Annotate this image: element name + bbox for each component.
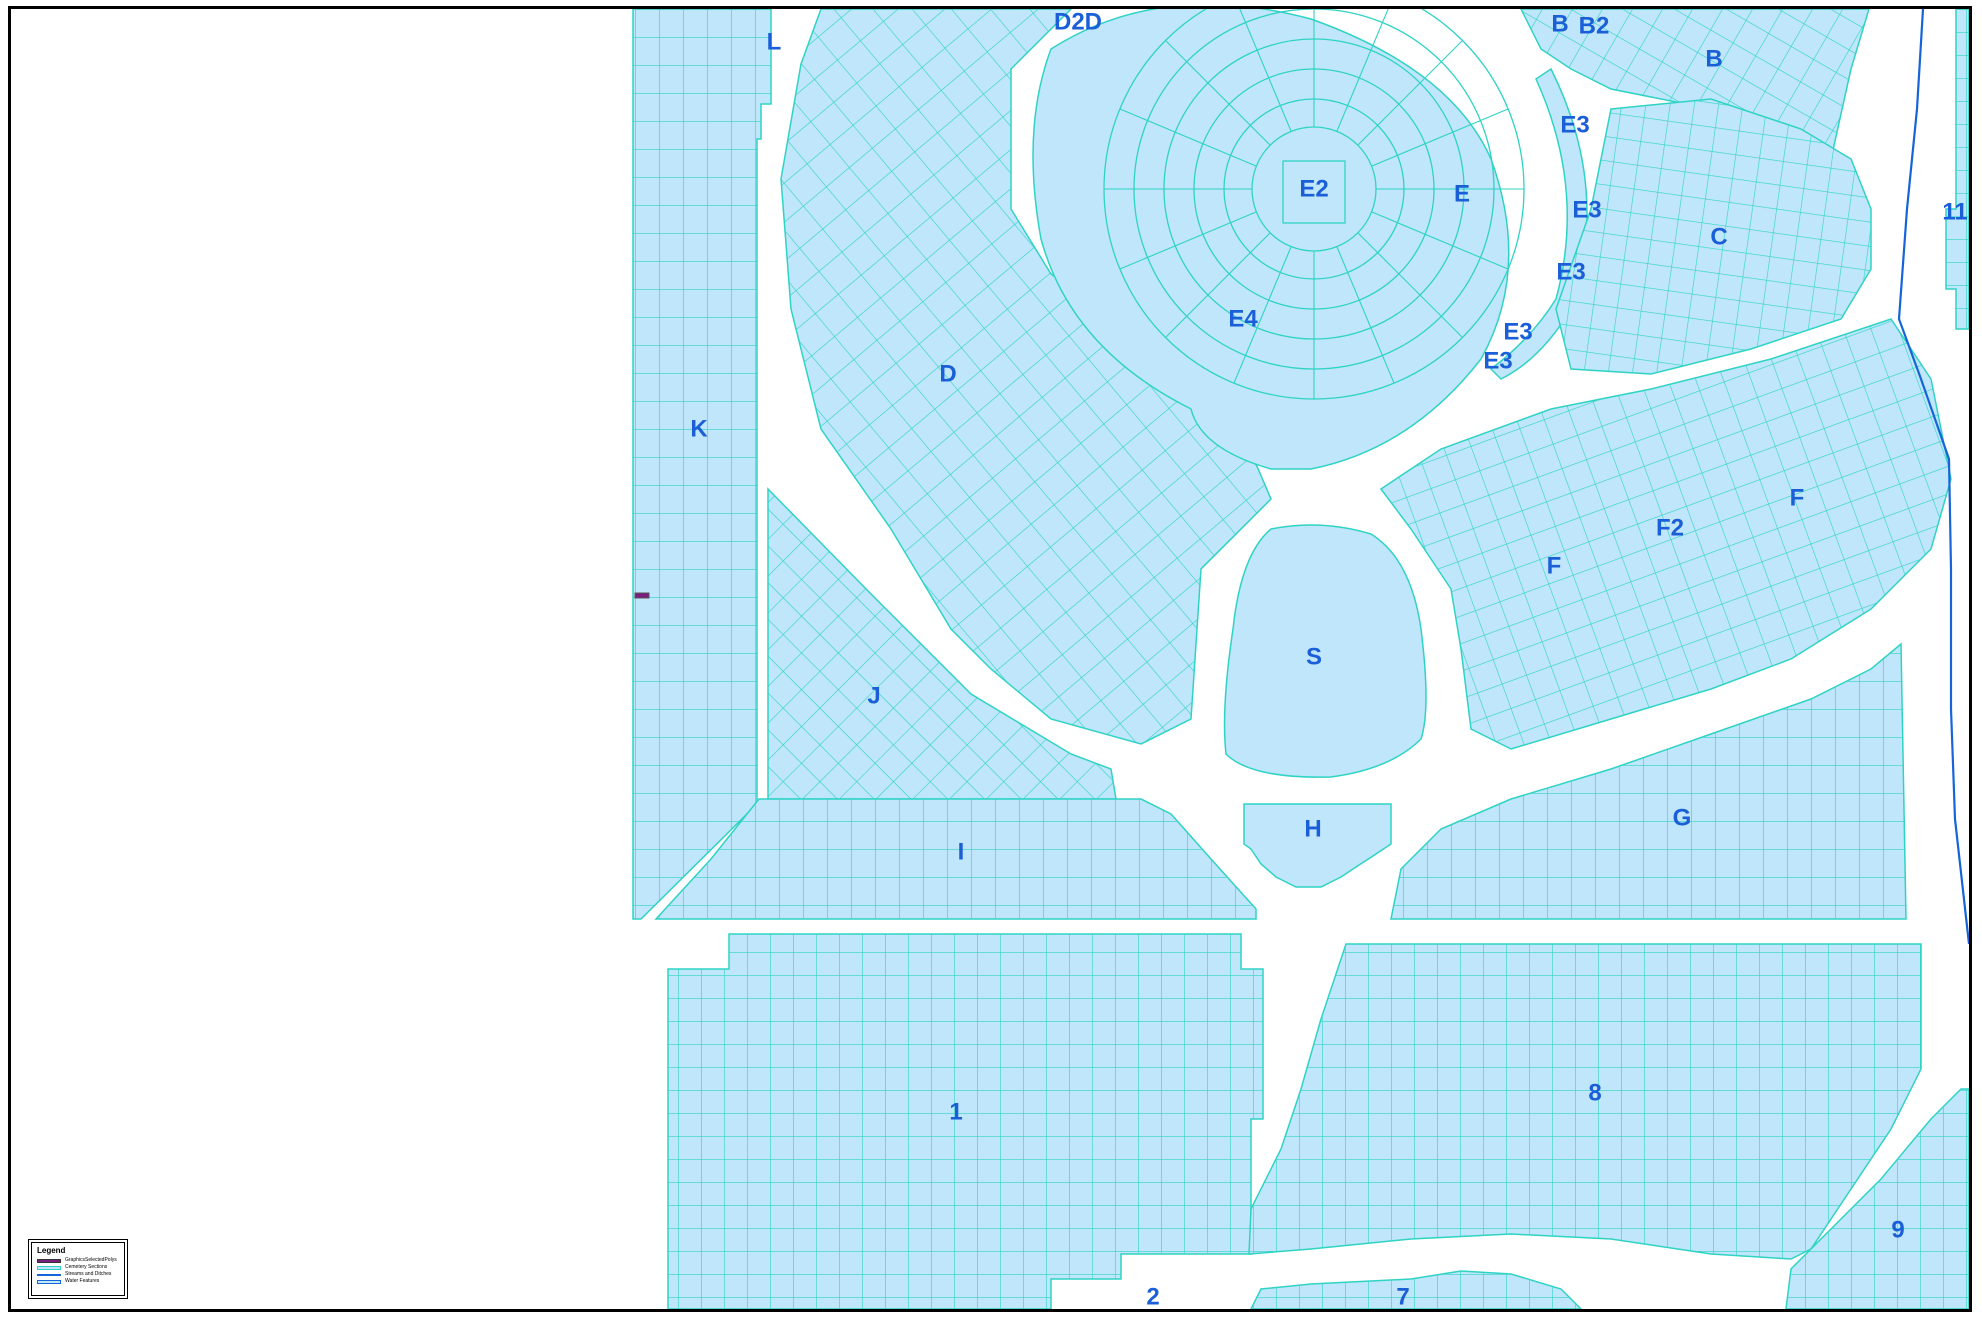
label-9[interactable]: 9 [1891,1216,1904,1243]
map-canvas[interactable]: L D2D B B2 B E3 E2 E E3 11 C E3 E4 E3 E3… [8,6,1972,1312]
legend-swatch-sections [37,1265,61,1270]
section-d-parcels [780,9,1272,745]
section-s-area [1223,524,1427,778]
label-2[interactable]: 2 [1146,1283,1159,1309]
label-f-right[interactable]: F [1790,484,1805,511]
section-i-parcels [654,798,1257,920]
legend-title: Legend [37,1246,66,1255]
label-s[interactable]: S [1306,643,1322,670]
legend-label: Streams and Ditches [65,1271,112,1277]
section-9-parcels [1785,1088,1969,1309]
label-1[interactable]: 1 [949,1098,962,1125]
section-labels: L D2D B B2 B E3 E2 E E3 11 C E3 E4 E3 E3… [690,9,1967,1309]
section-e-circle [1032,9,1525,470]
label-e2[interactable]: E2 [1299,175,1328,202]
section-7-parcels [1250,1270,1583,1309]
label-8[interactable]: 8 [1588,1079,1601,1106]
label-b-left[interactable]: B [1551,10,1568,37]
label-e3-d[interactable]: E3 [1503,318,1532,345]
label-f-left[interactable]: F [1547,552,1562,579]
label-e3-e[interactable]: E3 [1483,347,1512,374]
label-7[interactable]: 7 [1396,1283,1409,1309]
map-legend: Legend GraphicsSelectedPolys Cemetery Se… [28,1239,128,1299]
selected-parcel-marker[interactable] [634,592,650,599]
section-c-parcels [1555,98,1872,375]
section-g-parcels [1390,642,1907,920]
section-8-parcels [1248,943,1922,1260]
section-f-parcels [1379,318,1952,750]
label-k[interactable]: K [690,415,708,442]
section-k-parcels [632,9,772,920]
legend-label: Water Features [65,1278,100,1284]
legend-swatch-water [37,1279,61,1284]
label-c[interactable]: C [1710,223,1727,250]
label-b-right[interactable]: B [1705,45,1722,72]
label-g[interactable]: G [1673,804,1692,831]
label-e3-a[interactable]: E3 [1560,111,1589,138]
label-e4[interactable]: E4 [1228,305,1258,332]
legend-item: Cemetery Sections [37,1264,119,1271]
legend-label: GraphicsSelectedPolys [65,1257,117,1263]
label-b2[interactable]: B2 [1579,12,1610,39]
cemetery-map[interactable]: L D2D B B2 B E3 E2 E E3 11 C E3 E4 E3 E3… [11,9,1969,1309]
stream-line [1897,9,1969,945]
legend-swatch-streams [37,1273,61,1276]
label-d2d[interactable]: D2D [1054,9,1102,35]
label-f2[interactable]: F2 [1656,514,1684,541]
legend-item: GraphicsSelectedPolys [37,1257,119,1264]
legend-label: Cemetery Sections [65,1264,108,1270]
label-11[interactable]: 11 [1942,198,1967,225]
legend-swatch-selected [37,1258,61,1263]
label-d[interactable]: D [939,360,956,387]
label-i[interactable]: I [958,838,965,865]
label-j[interactable]: J [867,682,880,709]
legend-item: Water Features [37,1278,119,1285]
label-e3-c[interactable]: E3 [1556,258,1585,285]
label-e[interactable]: E [1454,180,1470,207]
section-1-parcels [667,933,1264,1309]
label-l[interactable]: L [767,28,782,55]
section-11-parcels [1945,9,1969,330]
label-e3-b[interactable]: E3 [1572,196,1601,223]
legend-item: Streams and Ditches [37,1271,119,1278]
section-h-parcels [1243,803,1392,888]
label-h[interactable]: H [1304,815,1321,842]
